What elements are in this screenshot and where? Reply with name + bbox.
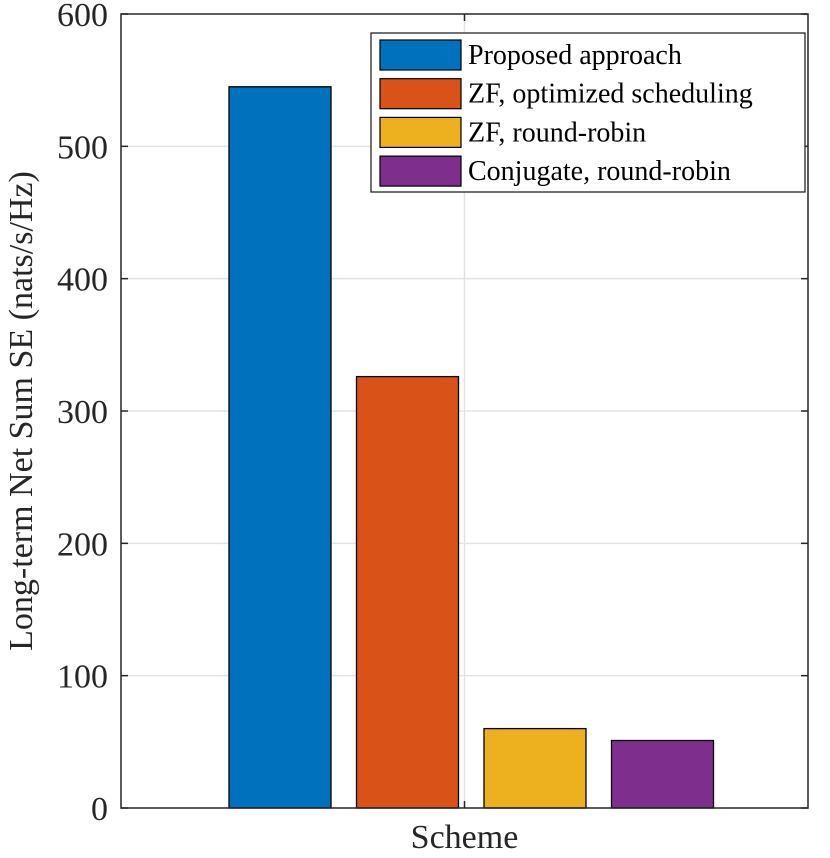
legend-label-2: ZF, optimized scheduling [468,79,753,110]
legend-label-1: Proposed approach [468,40,682,71]
y-tick-label: 200 [57,526,108,563]
y-tick-label: 100 [57,659,108,696]
legend: Proposed approach ZF, optimized schedulin… [370,32,806,193]
legend-swatch-1 [379,39,462,71]
legend-swatch-4 [379,155,462,187]
y-tick-label: 0 [91,791,108,828]
legend-swatch-3 [379,116,462,149]
legend-swatch-2 [379,78,462,110]
legend-label-3: ZF, round-robin [468,117,646,148]
y-tick-label: 600 [57,0,108,34]
y-axis-label: Long-term Net Sum SE (nats/s/Hz) [3,171,40,651]
y-tick-label: 300 [57,394,108,431]
legend-label-4: Conjugate, round-robin [468,156,731,187]
y-tick-label: 500 [57,129,108,166]
bar-1 [228,86,332,809]
bar-3 [483,727,587,809]
bar-4 [610,739,715,809]
y-axis-ticks: 0 100 200 300 400 500 600 [57,0,808,828]
x-axis-label: Scheme [411,819,519,856]
bars [228,86,715,809]
y-tick-label: 400 [57,262,108,299]
bar-2 [355,375,460,809]
